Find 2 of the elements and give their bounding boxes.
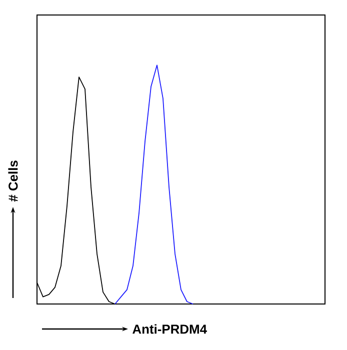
x-axis-title: Anti-PRDM4 — [132, 324, 207, 334]
y-axis-title: # Cells — [8, 160, 18, 202]
